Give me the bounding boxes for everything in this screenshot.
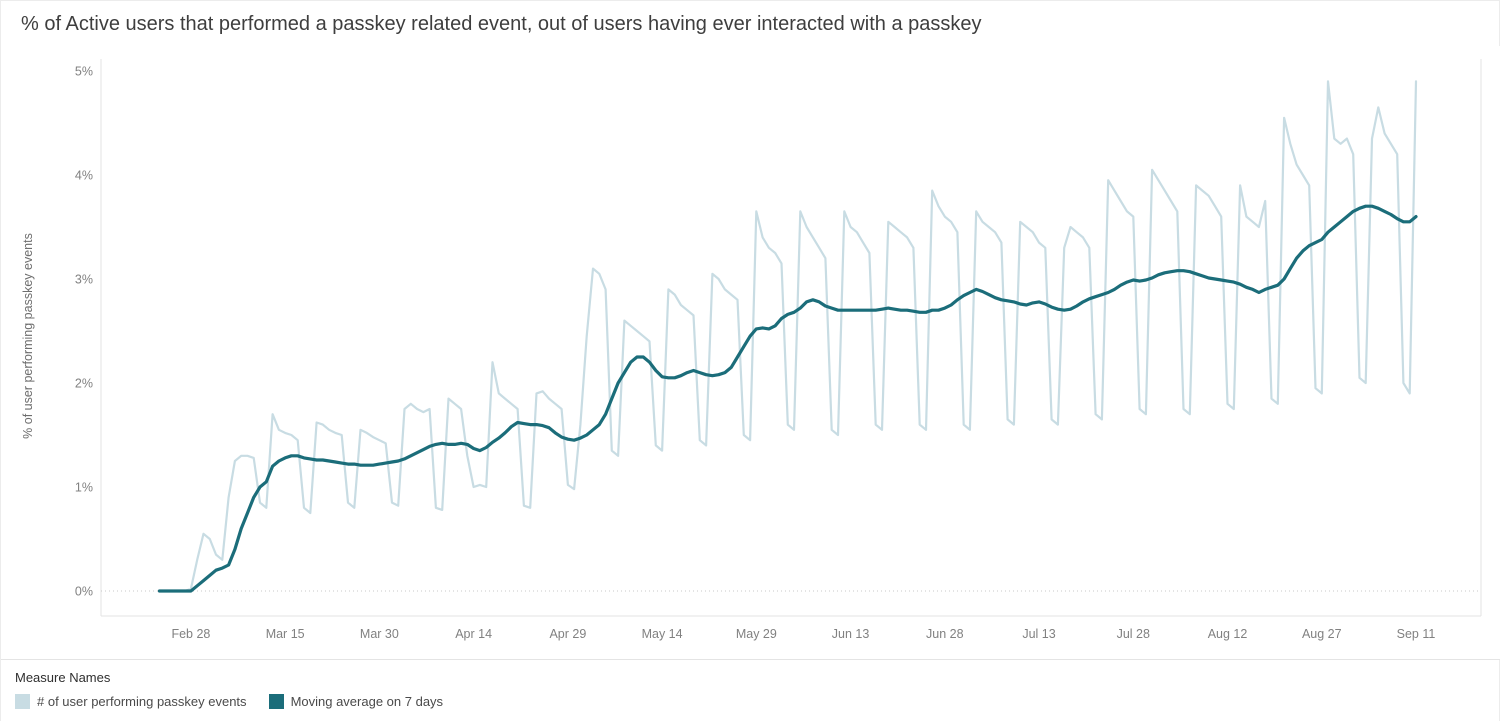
y-tick-label: 0% xyxy=(75,585,93,599)
x-tick-label: Jun 13 xyxy=(832,627,870,641)
x-tick-label: Sep 11 xyxy=(1397,627,1436,641)
x-tick-label: Apr 14 xyxy=(455,627,492,641)
y-tick-label: 5% xyxy=(75,65,93,79)
y-tick-label: 1% xyxy=(75,481,93,495)
x-tick-label: Jul 13 xyxy=(1022,627,1055,641)
y-tick-label: 3% xyxy=(75,273,93,287)
x-tick-label: May 29 xyxy=(736,627,777,641)
y-axis-title: % of user performing passkey events xyxy=(21,233,35,439)
x-tick-label: Mar 15 xyxy=(266,627,305,641)
x-tick-label: Jun 28 xyxy=(926,627,964,641)
x-tick-label: Apr 29 xyxy=(549,627,586,641)
y-axis-tick-labels: 0% 1% 2% 3% 4% 5% xyxy=(75,65,93,599)
legend-title: Measure Names xyxy=(15,670,111,685)
legend-swatch xyxy=(268,694,284,709)
y-tick-label: 4% xyxy=(75,169,93,183)
legend-item-daily-series[interactable]: # of user performing passkey events xyxy=(15,694,247,709)
x-tick-label: May 14 xyxy=(642,627,683,641)
x-tick-label: Aug 12 xyxy=(1208,627,1248,641)
plot-frame xyxy=(100,59,1482,617)
x-tick-label: Feb 28 xyxy=(171,627,210,641)
chart-title-bar: % of Active users that performed a passk… xyxy=(1,1,1499,47)
legend-item-label: Moving average on 7 days xyxy=(290,694,444,709)
x-tick-label: Mar 30 xyxy=(360,627,399,641)
page-title: % of Active users that performed a passk… xyxy=(21,13,982,35)
x-tick-label: Aug 27 xyxy=(1302,627,1342,641)
line-chart: 0% 1% 2% 3% 4% 5% Feb 28 Mar 15 Mar 30 Apr 14 Apr… xyxy=(21,59,1482,641)
chart-area: 0% 1% 2% 3% 4% 5% Feb 28 Mar 15 Mar 30 Apr 14 Apr… xyxy=(1,46,1500,660)
x-tick-label: Jul 28 xyxy=(1117,627,1150,641)
legend-item-moving-average[interactable]: Moving average on 7 days xyxy=(268,694,444,709)
daily-series-line[interactable] xyxy=(158,80,1418,593)
x-axis-tick-labels: Feb 28 Mar 15 Mar 30 Apr 14 Apr 29 May 14 May … xyxy=(171,627,1435,641)
legend-item-label: # of user performing passkey events xyxy=(37,694,247,709)
legend: Measure Names # of user performing passk… xyxy=(1,660,1499,722)
moving-average-line[interactable] xyxy=(157,204,1418,593)
legend-swatch xyxy=(15,694,30,709)
y-tick-label: 2% xyxy=(75,377,93,391)
series-lines xyxy=(157,80,1418,593)
legend-items: # of user performing passkey events Movin… xyxy=(15,694,443,709)
